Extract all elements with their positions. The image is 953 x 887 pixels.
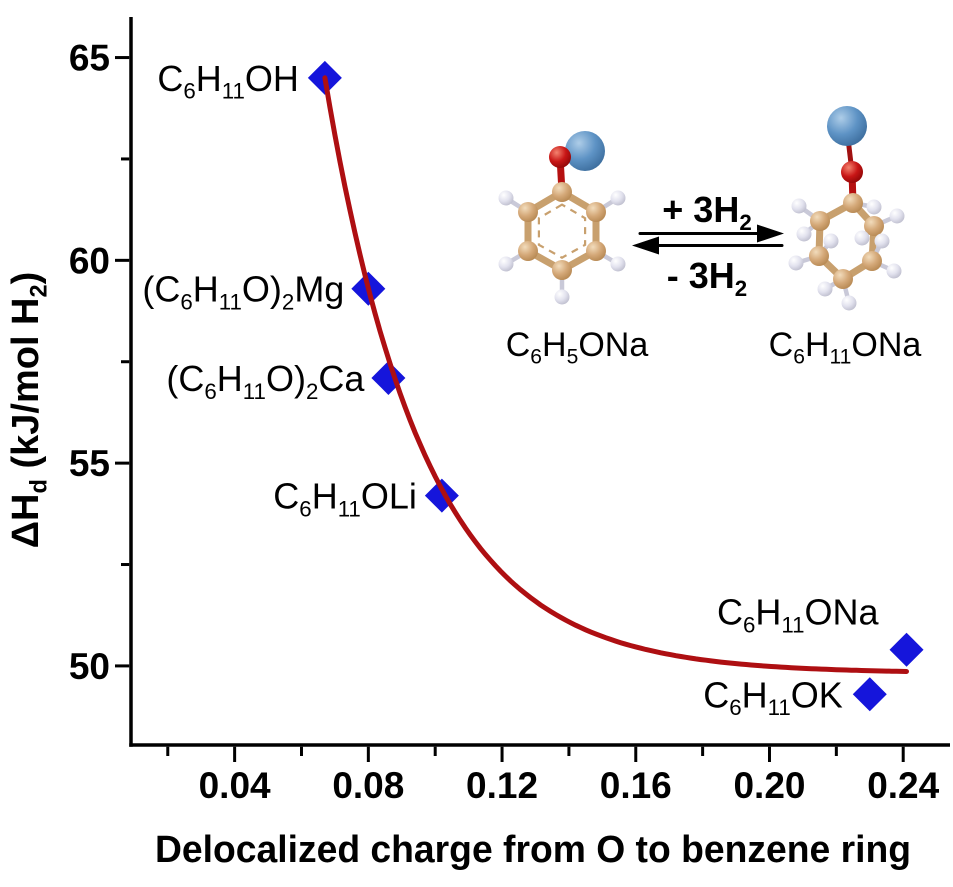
hydrogen-atom [610,190,626,206]
x-tick-label: 0.08 [332,765,404,806]
y-tick-label: 65 [69,38,110,79]
x-tick-label: 0.16 [600,765,672,806]
carbon-atom [833,269,853,289]
hydrogen-atom [498,190,514,206]
hydrogen-atom [554,289,570,305]
reverse-arrow-head [632,236,659,255]
oxygen-atom [549,146,571,168]
hydrogen-atom [788,255,804,271]
reactant-formula-label: C6H5ONa [506,326,649,369]
carbon-atom [810,211,830,231]
axes: 50 55 60 65 0.04 0.08 0.12 0.16 0.20 0.24 [69,17,950,806]
axis-titles: Delocalized charge from O to benzene rin… [5,272,911,871]
product-formula-label: C6H11ONa [769,326,922,369]
x-tick-label: 0.24 [867,765,939,806]
fit-curve [322,75,909,674]
carbon-atom [552,182,572,202]
hydrogen-atom [886,263,902,279]
data-point-label: C6H11OLi [273,476,417,522]
sodium-atom [827,106,867,146]
hydrogen-atom [610,256,626,272]
x-tick-label: 0.20 [733,765,805,806]
aromatic-ring-dashes [537,203,587,259]
y-tick-label: 50 [69,646,110,687]
carbon-atom [843,193,863,213]
hydrogen-atom [866,199,882,215]
carbon-atom [862,251,882,271]
data-point-diamond [889,632,924,667]
hydrogen-atom [791,198,807,214]
forward-arrow-head [757,224,784,243]
oxygen-atom [841,161,863,183]
y-tick-label: 55 [69,443,110,484]
hydrogen-atom [823,233,839,249]
hydrogen-atom [841,295,857,311]
data-point-label: (C6H11O)2Mg [142,269,344,315]
carbon-atom [586,202,606,222]
data-point-diamond [852,677,887,712]
reverse-reaction-label: - 3H2 [667,255,747,301]
hydrogen-atom [889,208,905,224]
y-axis-title: ΔHd (kJ/mol H2) [5,272,52,549]
hydrogen-atom [498,256,514,272]
forward-reaction-label: + 3H2 [662,189,751,235]
hydrogen-atom [854,230,870,246]
hydrogen-atom [874,233,890,249]
carbon-atom [518,241,538,261]
hydrogen-atom [796,226,812,242]
y-tick-label: 60 [69,240,110,281]
carbon-atom [864,216,884,236]
data-point-label: C6H11OH [157,58,299,104]
x-axis-title: Delocalized charge from O to benzene rin… [155,829,911,871]
data-point-label: (C6H11O)2Ca [166,358,365,404]
fit-curve-path [322,75,909,674]
x-tick-label: 0.04 [199,765,271,806]
carbon-atom [586,241,606,261]
data-point-label: C6H11ONa [717,592,880,638]
carbon-atom [809,246,829,266]
carbon-atom [518,202,538,222]
data-point-label: C6H11OK [703,674,843,720]
data-point-labels: C6H11OH (C6H11O)2Mg (C6H11O)2Ca C6H11OLi C6H… [142,58,879,720]
carbon-atom [552,260,572,280]
sodium-atom [565,131,605,171]
x-tick-label: 0.12 [466,765,538,806]
reaction-inset: + 3H2 - 3H2 C6H5ONa C6H11ONa [498,106,922,369]
hydrogen-atom [817,281,833,297]
